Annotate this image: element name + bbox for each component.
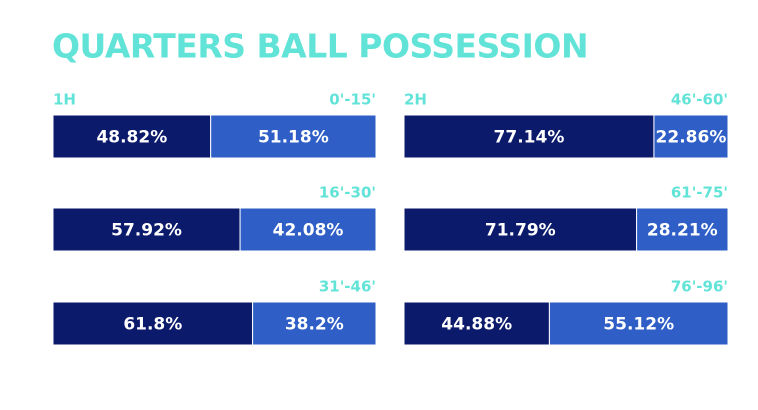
bar-segment [210, 114, 377, 159]
period-label: 31'-46' [319, 278, 376, 296]
value-label: 42.08% [273, 221, 344, 241]
bar-segment [52, 207, 241, 252]
bar-segment [239, 207, 377, 252]
value-label: 22.86% [656, 128, 727, 148]
bar-segment [403, 207, 638, 252]
value-label: 71.79% [485, 221, 556, 241]
period-label: 0'-15' [329, 91, 376, 109]
half-label: 2H [404, 91, 427, 109]
bar-segment [52, 301, 254, 346]
value-label: 28.21% [647, 221, 718, 241]
chart-title: QUARTERS BALL POSSESSION [52, 27, 588, 66]
value-label: 77.14% [494, 128, 565, 148]
period-label: 16'-30' [319, 184, 376, 202]
period-label: 46'-60' [671, 91, 728, 109]
bar-segment [52, 114, 212, 159]
value-label: 51.18% [258, 128, 329, 148]
value-label: 48.82% [96, 128, 167, 148]
half-label: 1H [53, 91, 76, 109]
value-label: 57.92% [111, 221, 182, 241]
period-label: 61'-75' [671, 184, 728, 202]
bar-segment [252, 301, 377, 346]
value-label: 38.2% [285, 315, 344, 335]
bar-segment [653, 114, 729, 159]
period-label: 76'-96' [671, 278, 728, 296]
bar-segment [403, 114, 655, 159]
value-label: 61.8% [123, 315, 182, 335]
bar-segment [636, 207, 729, 252]
bar-segment [403, 301, 550, 346]
value-label: 55.12% [603, 315, 674, 335]
bar-segment [548, 301, 729, 346]
value-label: 44.88% [441, 315, 512, 335]
